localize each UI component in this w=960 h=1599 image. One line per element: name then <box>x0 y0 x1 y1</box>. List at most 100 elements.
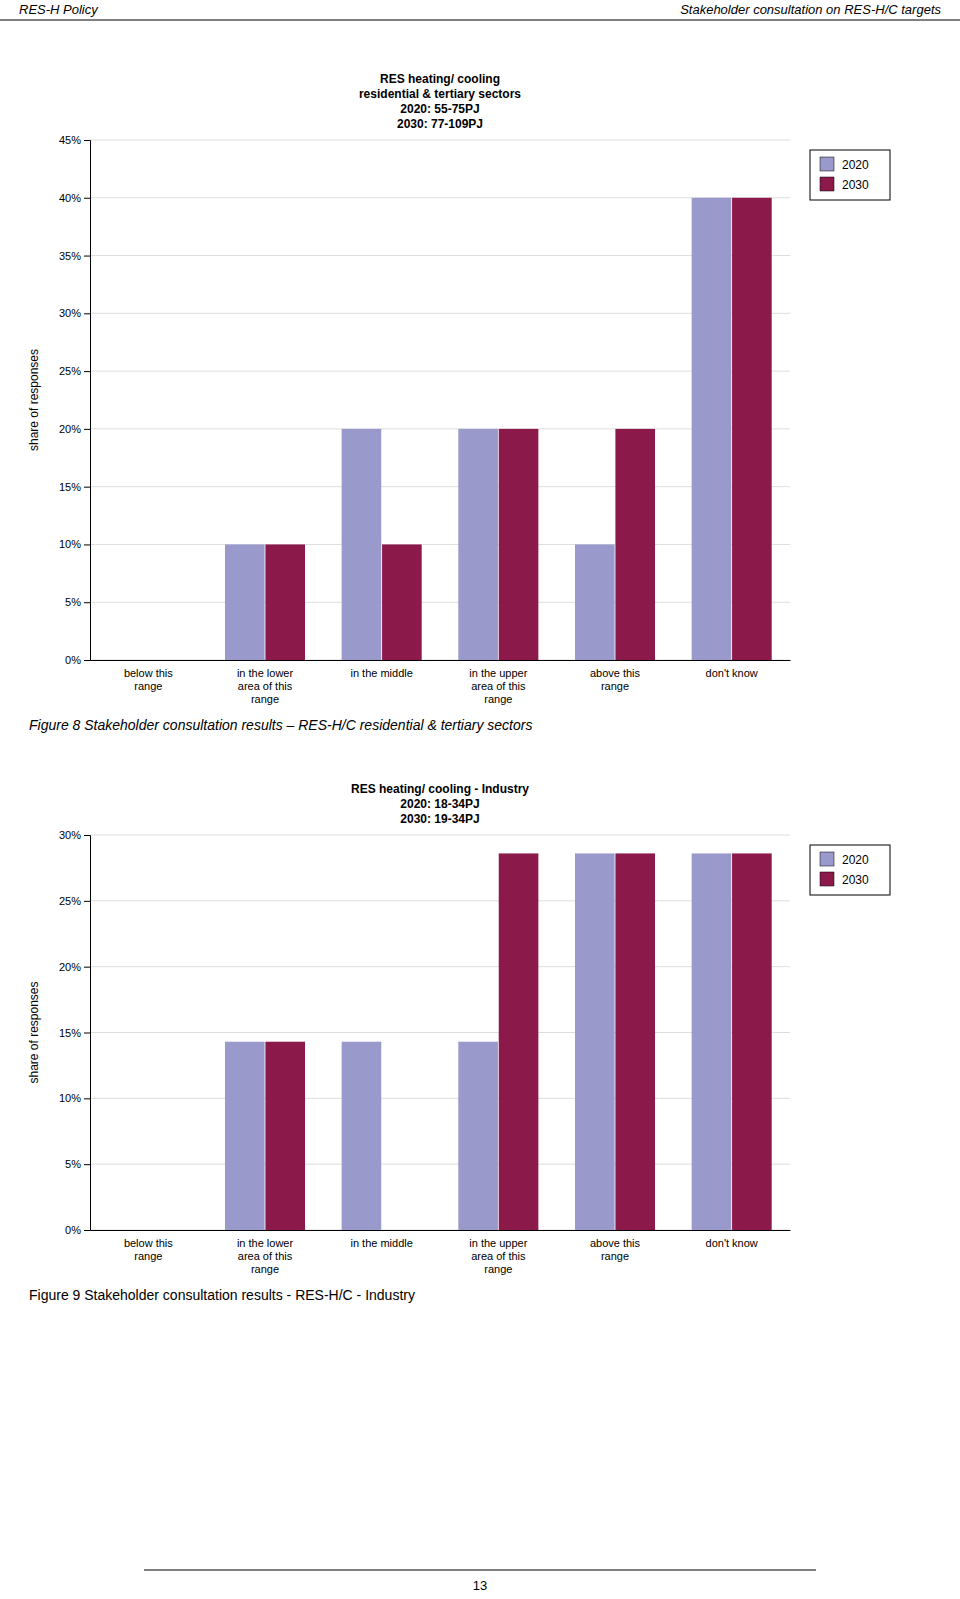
grid <box>90 140 790 660</box>
legend-swatch <box>820 157 834 171</box>
tick-mark <box>84 602 90 603</box>
tick: 35% <box>59 250 90 262</box>
bar <box>692 198 732 660</box>
tick-label: 20% <box>59 423 81 435</box>
tick-mark <box>84 1230 90 1231</box>
axis-line <box>91 1230 791 1231</box>
tick-label: in the lowerarea of thisrange <box>237 1237 294 1275</box>
legend-swatch <box>820 872 834 886</box>
bar <box>265 1042 305 1230</box>
tick: 25% <box>59 895 90 907</box>
bar <box>225 544 265 660</box>
tick-label: in the upperarea of thisrange <box>469 1237 527 1275</box>
tick-mark <box>84 371 90 372</box>
bar <box>575 544 615 660</box>
grid-line <box>90 835 790 836</box>
axis-title: share of responses <box>27 981 41 1083</box>
grid-line <box>90 900 790 901</box>
legend-swatch <box>820 852 834 866</box>
legend-swatch <box>820 177 834 191</box>
tick-label: 10% <box>59 538 81 550</box>
tick: 10% <box>59 1092 90 1104</box>
tick: 20% <box>59 961 90 973</box>
tick: 10% <box>59 538 90 550</box>
legend-item: 2030 <box>820 177 869 192</box>
chart: 0%5%10%15%20%25%30%below thisrangein the… <box>27 782 890 1275</box>
bar <box>108 660 148 661</box>
tick-label: 10% <box>59 1092 81 1104</box>
legend: 20202030 <box>810 150 890 200</box>
bar <box>225 1042 265 1230</box>
bar <box>342 429 382 660</box>
bar <box>732 198 772 660</box>
tick: 15% <box>59 1027 90 1039</box>
tick-mark <box>84 487 90 488</box>
tick-label: in the middle <box>350 1237 412 1249</box>
bar-series <box>265 198 771 660</box>
tick: in the upperarea of thisrange <box>469 1237 527 1275</box>
grid-line <box>90 140 790 141</box>
bar-series <box>265 853 771 1230</box>
tick-label: 5% <box>65 1158 81 1170</box>
tick-label: in the lowerarea of thisrange <box>237 667 294 705</box>
tick: in the middle <box>350 667 412 679</box>
tick-label: don't know <box>706 667 758 679</box>
tick: below thisrange <box>124 667 173 692</box>
tick: 0% <box>65 654 90 666</box>
grid-line <box>90 371 790 372</box>
tick-label: in the upperarea of thisrange <box>469 667 527 705</box>
tick: in the upperarea of thisrange <box>469 667 527 705</box>
tick-label: 25% <box>59 895 81 907</box>
tick-mark <box>84 660 90 661</box>
tick-mark <box>84 256 90 257</box>
legend: 20202030 <box>810 845 890 895</box>
tick: 20% <box>59 423 90 435</box>
tick-label: above thisrange <box>590 667 641 692</box>
tick-label: in the middle <box>350 667 412 679</box>
bar <box>108 1230 148 1231</box>
tick-label: 40% <box>59 192 81 204</box>
bar <box>615 853 655 1230</box>
tick: don't know <box>706 1237 758 1249</box>
bar-series <box>225 198 731 660</box>
bar <box>149 660 189 661</box>
chart: 0%5%10%15%20%25%30%35%40%45%below thisra… <box>27 72 890 705</box>
tick-label: 30% <box>59 307 81 319</box>
tick: 40% <box>59 192 90 204</box>
tick-label: 5% <box>65 596 81 608</box>
tick-mark <box>84 429 90 430</box>
tick-mark <box>84 1164 90 1165</box>
axis-line <box>84 141 91 661</box>
grid-line <box>90 197 790 198</box>
grid-line <box>90 544 790 545</box>
bar <box>692 853 732 1230</box>
tick: 30% <box>59 829 90 841</box>
grid-line <box>90 1164 790 1165</box>
tick: 5% <box>65 1158 90 1170</box>
bar <box>342 1042 382 1230</box>
tick-label: 15% <box>59 481 81 493</box>
page: RES-H PolicyStakeholder consultation on … <box>0 0 960 1599</box>
tick-mark <box>84 901 90 902</box>
tick-label: 25% <box>59 365 81 377</box>
grid-line <box>90 1230 790 1231</box>
tick-label: don't know <box>706 1237 758 1249</box>
tick-label: 35% <box>59 250 81 262</box>
tick: 25% <box>59 365 90 377</box>
page-header-right: Stakeholder consultation on RES-H/C targ… <box>680 2 941 17</box>
tick-mark <box>84 1098 90 1099</box>
bars <box>225 198 772 660</box>
axis-line <box>84 836 91 1231</box>
legend-frame <box>810 150 890 200</box>
tick: don't know <box>706 667 758 679</box>
x-axis: below thisrange in the lowerarea of thisr… <box>91 661 791 706</box>
bars <box>225 853 772 1230</box>
tick-mark <box>84 140 90 141</box>
tick-label: 0% <box>65 654 81 666</box>
tick-label: 20% <box>59 961 81 973</box>
bar <box>382 1230 422 1231</box>
grid-line <box>90 602 790 603</box>
y-axis: 0%5%10%15%20%25%30% <box>59 829 91 1236</box>
axis-title: share of responses <box>27 349 41 451</box>
bar <box>382 544 422 660</box>
